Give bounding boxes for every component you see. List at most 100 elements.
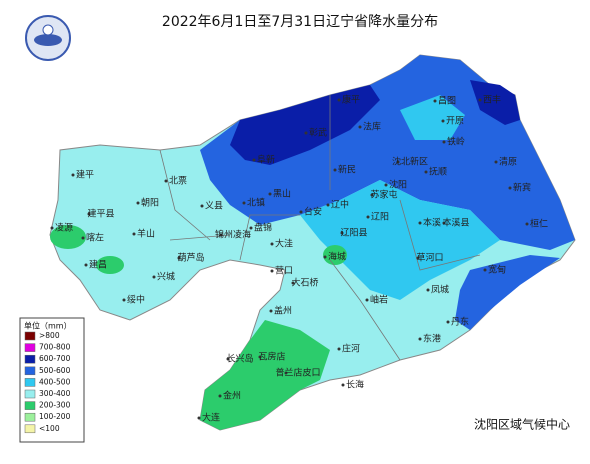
city-dot (358, 125, 362, 129)
city-label: 义县 (205, 201, 223, 212)
city-dot (177, 256, 181, 260)
city-label: 盖州 (274, 305, 292, 317)
city-label: 西丰 (483, 94, 501, 106)
city-label: 沈北新区 (392, 156, 428, 168)
legend-label: 700-800 (39, 343, 71, 352)
city-dot (269, 309, 273, 313)
logo (25, 15, 71, 61)
city-dot (242, 201, 246, 205)
city-label: 桓仁 (530, 218, 548, 230)
city-label: 丹东 (451, 316, 469, 328)
city-label: 葫芦岛 (177, 252, 204, 264)
city-label: 庄河 (342, 343, 360, 355)
city-label: 开原 (446, 116, 464, 127)
legend-label: 600-700 (39, 354, 71, 363)
city-label: 台安 (304, 206, 322, 218)
city-dot (365, 298, 369, 302)
city-dot (396, 160, 400, 164)
legend-swatch (24, 389, 36, 399)
city-dot (81, 236, 85, 240)
city-label: 朝阳 (141, 198, 159, 209)
city-label: 清原 (499, 156, 517, 168)
city-dot (483, 268, 487, 272)
city-label: 北票 (169, 176, 187, 187)
city-label: 盘锦 (254, 222, 272, 234)
city-label: 普兰店皮口 (275, 367, 320, 379)
city-label: 黑山 (273, 189, 291, 200)
city-dot (323, 255, 327, 259)
city-dot (291, 281, 295, 285)
city-dot (299, 210, 303, 214)
legend-label: 300-400 (39, 389, 71, 398)
city-label: 辽中 (331, 199, 349, 211)
city-label: 法库 (363, 121, 381, 133)
city-label: 辽阳 (371, 212, 389, 223)
city-label: 辽阳县 (340, 228, 367, 239)
city-dot (326, 203, 330, 207)
map-title: 2022年6月1日至7月31日辽宁省降水量分布 (162, 13, 438, 30)
city-dot (252, 158, 256, 162)
city-dot (219, 233, 223, 237)
city-label: 抚顺 (429, 166, 447, 178)
city-dot (200, 204, 204, 208)
city-dot (218, 394, 222, 398)
city-dot (226, 357, 230, 361)
city-dot (370, 193, 374, 197)
city-dot (416, 256, 420, 260)
city-label: 营口 (275, 265, 293, 277)
city-dot (433, 99, 437, 103)
city-label: 沈阳 (389, 179, 407, 191)
legend-label: 400-500 (39, 377, 71, 386)
city-dot (494, 160, 498, 164)
city-dot (337, 347, 341, 351)
city-dot (525, 222, 529, 226)
city-label: 金州 (223, 390, 241, 402)
city-dot (268, 192, 272, 196)
city-label: 大石桥 (291, 277, 318, 289)
city-label: 草河口 (416, 252, 443, 264)
city-label: 绥中 (127, 294, 145, 306)
city-dot (284, 371, 288, 375)
legend-label: 200-300 (39, 401, 71, 410)
legend-swatch (24, 378, 36, 387)
city-label: 本溪县 (442, 217, 469, 229)
city-dot (270, 269, 274, 273)
city-label: 海城 (328, 251, 346, 263)
city-label: 兴城 (157, 272, 175, 283)
city-label: 铁岭 (447, 136, 465, 148)
legend-swatch (24, 331, 36, 341)
city-label: 建昌 (89, 259, 107, 271)
city-dot (366, 215, 370, 219)
province-map (49, 54, 576, 431)
city-label: 瓦房店 (258, 351, 285, 363)
city-label: 岫岩 (370, 294, 388, 306)
city-label: 凌源 (55, 222, 73, 234)
city-label: 阜新 (257, 154, 275, 166)
city-label: 彰武 (309, 127, 327, 139)
city-dot (418, 221, 422, 225)
city-label: 大连 (202, 412, 220, 424)
city-dot (122, 298, 126, 302)
city-label: 新宾 (513, 182, 531, 194)
city-dot (418, 337, 422, 341)
city-label: 建平 (76, 169, 94, 181)
legend-swatch (24, 401, 36, 410)
source-note: 沈阳区域气候中心 (474, 417, 570, 432)
legend-swatch (24, 343, 36, 352)
legend-swatch (24, 412, 36, 422)
legend-title: 单位（mm） (24, 321, 72, 331)
city-label: 康平 (342, 94, 360, 106)
city-label: 苏家屯 (370, 189, 397, 201)
legend-swatch (24, 424, 36, 434)
city-label: 建平县 (87, 208, 114, 220)
city-dot (71, 173, 75, 177)
city-dot (197, 416, 201, 420)
city-dot (50, 226, 54, 230)
city-label: 锦州凌海 (215, 229, 251, 241)
city-dot (132, 232, 136, 236)
city-dot (258, 355, 262, 359)
city-dot (136, 201, 140, 205)
city-dot (152, 275, 156, 279)
city-dot (270, 242, 274, 246)
